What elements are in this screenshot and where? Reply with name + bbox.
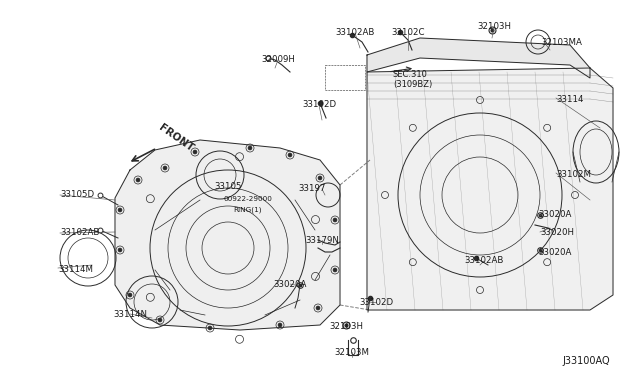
Text: 33114: 33114 [556, 95, 584, 104]
Circle shape [136, 178, 140, 182]
Circle shape [193, 150, 197, 154]
Circle shape [316, 306, 320, 310]
Text: 32103MA: 32103MA [541, 38, 582, 47]
Text: 32103M: 32103M [335, 348, 369, 357]
Text: RING(1): RING(1) [234, 206, 262, 212]
Text: 33179N: 33179N [305, 236, 339, 245]
Text: 33102D: 33102D [302, 100, 336, 109]
Text: SEC.310: SEC.310 [393, 70, 428, 79]
Text: 33102D: 33102D [359, 298, 393, 307]
Text: 33102C: 33102C [391, 28, 425, 37]
Text: 33102AB: 33102AB [60, 228, 99, 237]
Text: J33100AQ: J33100AQ [563, 356, 610, 366]
Text: 33114M: 33114M [58, 265, 93, 274]
Text: 00922-29000: 00922-29000 [223, 196, 273, 202]
Text: 33020H: 33020H [540, 228, 574, 237]
Text: 32103H: 32103H [477, 22, 511, 31]
Polygon shape [367, 38, 590, 78]
Polygon shape [115, 140, 340, 330]
Circle shape [118, 208, 122, 212]
Text: 33102AB: 33102AB [464, 256, 504, 265]
Text: 33102M: 33102M [556, 170, 591, 179]
Circle shape [158, 318, 162, 322]
Circle shape [128, 293, 132, 297]
Text: 33020A: 33020A [538, 210, 572, 219]
Circle shape [118, 248, 122, 252]
Text: 33020A: 33020A [273, 280, 307, 289]
Circle shape [333, 268, 337, 272]
Text: 33020A: 33020A [538, 248, 572, 257]
Text: 33105: 33105 [214, 182, 242, 191]
Circle shape [248, 146, 252, 150]
Text: 33197: 33197 [298, 184, 326, 193]
Text: FRONT: FRONT [157, 122, 195, 154]
Circle shape [278, 323, 282, 327]
Text: 33102AB: 33102AB [335, 28, 374, 37]
Circle shape [163, 166, 167, 170]
Circle shape [333, 218, 337, 222]
Text: 32103H: 32103H [329, 322, 363, 331]
Polygon shape [367, 68, 613, 310]
Text: (3109BZ): (3109BZ) [393, 80, 432, 89]
Circle shape [208, 326, 212, 330]
Text: 33105D: 33105D [60, 190, 94, 199]
Circle shape [288, 153, 292, 157]
Text: 33114N: 33114N [113, 310, 147, 319]
Circle shape [318, 176, 322, 180]
Text: 32009H: 32009H [261, 55, 295, 64]
